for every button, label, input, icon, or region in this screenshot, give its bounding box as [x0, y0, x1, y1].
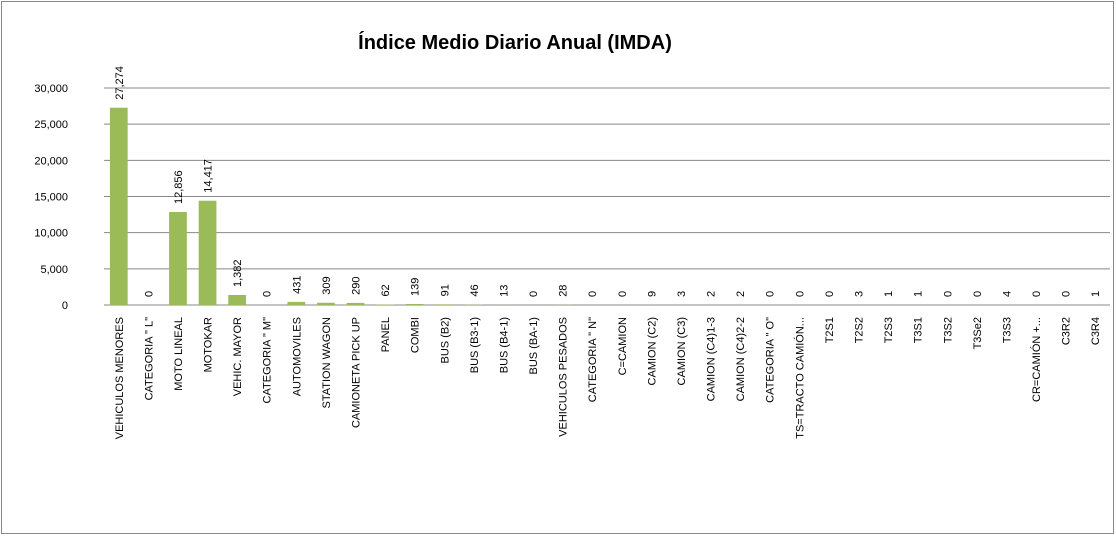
x-tick-label: VEHIC. MAYOR	[232, 317, 244, 396]
y-tick-label: 30,000	[34, 83, 68, 95]
data-label: 27,274	[114, 66, 126, 100]
x-tick-label: CR=CAMIÓN +...	[1030, 317, 1043, 402]
data-label: 0	[617, 291, 629, 297]
data-label: 2	[735, 291, 747, 297]
y-tick-label: 25,000	[34, 119, 68, 131]
data-label: 0	[765, 291, 777, 297]
x-tick-label: C=CAMION	[617, 317, 629, 375]
x-tick-label: VEHICULOS PESADOS	[558, 317, 570, 437]
data-label: 0	[587, 291, 599, 297]
data-label: 28	[558, 285, 570, 297]
data-label: 290	[351, 277, 363, 295]
x-tick-label: C3R4	[1090, 317, 1102, 345]
bar	[435, 304, 454, 305]
data-label: 0	[942, 291, 954, 297]
x-tick-label: T3Se2	[972, 317, 984, 349]
bar	[228, 295, 247, 305]
x-tick-label: T3S3	[1001, 317, 1013, 343]
x-tick-label: CAMION (C4)2-2	[735, 317, 747, 401]
data-label: 2	[706, 291, 718, 297]
data-label: 0	[1031, 291, 1043, 297]
x-tick-label: T2S2	[854, 317, 866, 343]
data-label: 0	[528, 291, 540, 297]
data-label: 9	[646, 291, 658, 297]
data-label: 0	[1061, 291, 1073, 297]
data-label: 1	[913, 291, 925, 297]
y-tick-label: 15,000	[34, 192, 68, 204]
data-label: 0	[824, 291, 836, 297]
x-tick-label: VEHICULOS MENORES	[114, 317, 126, 439]
bar	[346, 302, 365, 305]
x-tick-label: STATION WAGON	[321, 317, 333, 409]
x-tick-label: CATEGORIA " L"	[143, 317, 155, 400]
data-label: 3	[854, 291, 866, 297]
data-label: 12,856	[173, 170, 185, 204]
data-label: 3	[676, 291, 688, 297]
x-tick-label: CATEGORIA " M"	[262, 317, 274, 404]
bar	[198, 200, 217, 305]
bar	[405, 303, 424, 305]
data-label: 4	[1001, 291, 1013, 297]
bar	[169, 212, 187, 305]
x-tick-label: T2S1	[824, 317, 836, 343]
x-tick-label: PANEL	[380, 317, 392, 352]
x-tick-label: C3R2	[1061, 317, 1073, 345]
chart-title: Índice Medio Diario Anual (IMDA)	[358, 31, 672, 54]
x-tick-label: BUS (B4-1)	[498, 317, 510, 373]
bar	[317, 302, 335, 305]
bar	[287, 301, 306, 305]
y-tick-label: 10,000	[34, 228, 68, 240]
data-label: 13	[498, 285, 510, 297]
data-label: 0	[262, 291, 274, 297]
y-tick-label: 5,000	[40, 264, 68, 276]
data-label: 14,417	[203, 159, 215, 193]
data-label: 1	[883, 291, 895, 297]
bar	[109, 107, 128, 305]
data-label: 309	[321, 276, 333, 294]
data-label: 46	[469, 284, 481, 296]
x-tick-label: CAMIONETA PICK UP	[351, 317, 363, 428]
x-tick-label: MOTOKAR	[203, 317, 215, 372]
data-label: 431	[291, 276, 303, 294]
data-label: 1	[1090, 291, 1102, 297]
data-label: 139	[410, 278, 422, 296]
x-tick-label: CAMION (C2)	[646, 317, 658, 385]
y-tick-label: 20,000	[34, 155, 68, 167]
data-label: 0	[972, 291, 984, 297]
x-tick-label: CAMION (C4)1-3	[706, 317, 718, 401]
x-tick-label: CATEGORIA " N"	[587, 317, 599, 402]
x-tick-label: CAMION (C3)	[676, 317, 688, 385]
x-tick-label: BUS (BA-1)	[528, 317, 540, 374]
x-tick-label: CATEGORIA " O"	[765, 317, 777, 403]
x-tick-label: T3S2	[942, 317, 954, 343]
x-tick-label: MOTO LINEAL	[173, 317, 185, 391]
y-tick-label: 0	[62, 300, 68, 312]
data-label: 62	[380, 284, 392, 296]
data-label: 91	[439, 284, 451, 296]
data-label: 0	[794, 291, 806, 297]
x-tick-label: COMBI	[410, 317, 422, 353]
data-label: 1,382	[232, 259, 244, 287]
x-tick-label: BUS (B3-1)	[469, 317, 481, 373]
x-tick-label: TS=TRACTO CAMIÓN...	[793, 317, 806, 439]
x-tick-label: T3S1	[913, 317, 925, 343]
x-tick-label: AUTOMOVILES	[291, 317, 303, 396]
x-tick-label: T2S3	[883, 317, 895, 343]
x-tick-label: BUS (B2)	[439, 317, 451, 363]
data-label: 0	[143, 291, 155, 297]
